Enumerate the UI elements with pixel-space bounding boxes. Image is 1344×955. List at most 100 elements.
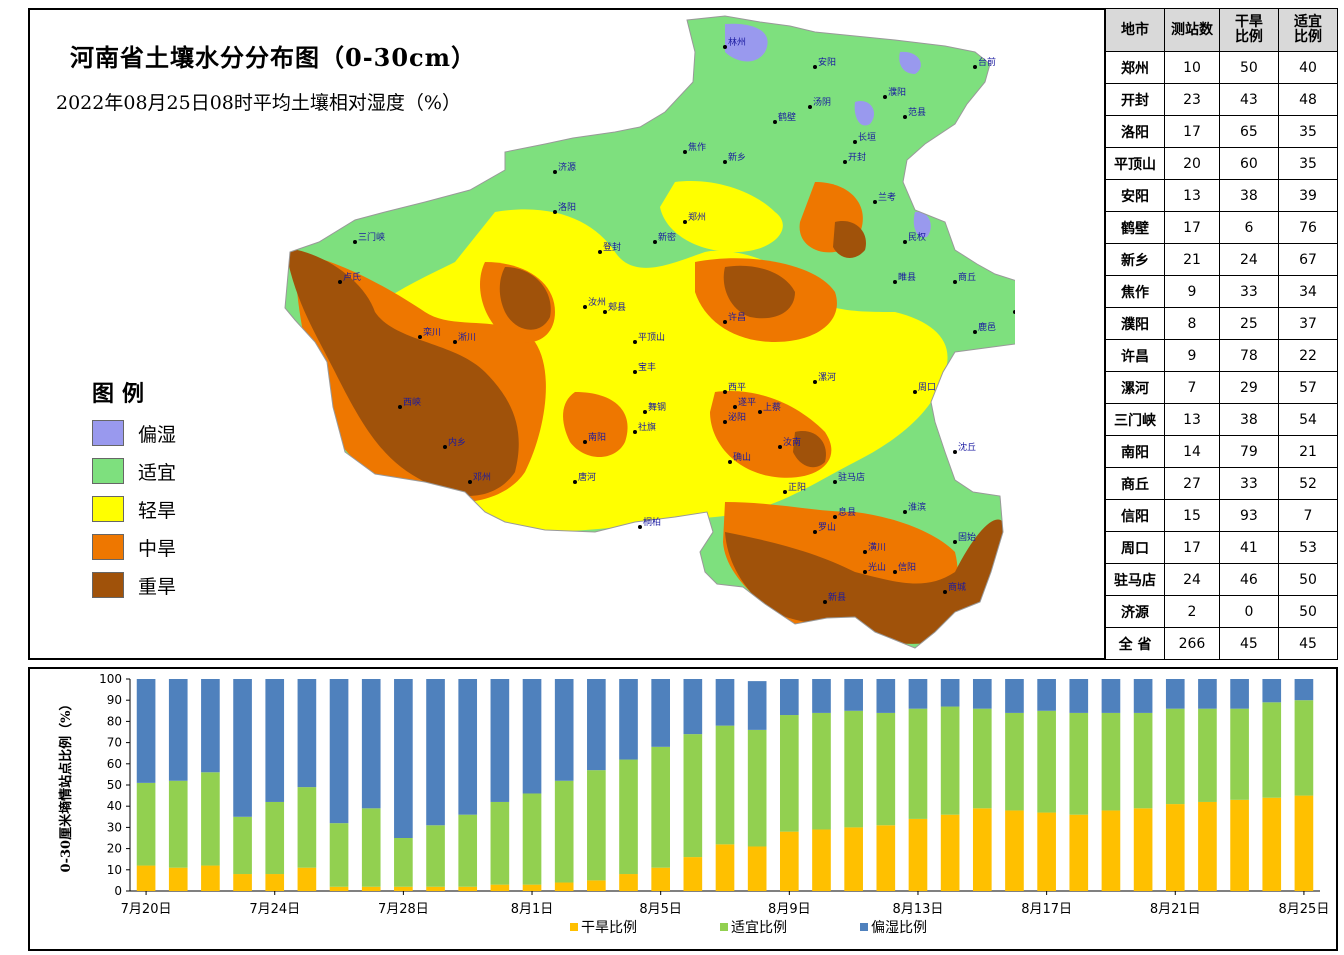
bar-segment-wet	[908, 679, 928, 709]
station-label: 郑州	[688, 211, 706, 223]
zone-severe-drought-2	[725, 519, 1003, 644]
legend-label-light-drought: 轻旱	[138, 499, 177, 522]
bar-segment-suitable	[297, 787, 317, 868]
station-label: 上蔡	[763, 401, 781, 413]
bar-segment-wet	[1165, 679, 1185, 709]
cell-suitable-ratio: 34	[1277, 275, 1339, 308]
station-label: 漯河	[818, 371, 836, 383]
cell-station-count: 24	[1164, 563, 1220, 596]
station-dot	[813, 65, 817, 69]
station-dot	[653, 240, 657, 244]
legend-title: 图例	[92, 382, 153, 407]
bar-segment-suitable	[426, 825, 445, 887]
cell-drought-ratio: 29	[1218, 371, 1279, 404]
bar-segment-drought	[168, 867, 188, 891]
station-label: 息县	[838, 506, 856, 518]
cell-drought-ratio: 24	[1218, 243, 1279, 276]
cell-suitable-ratio: 45	[1277, 627, 1339, 660]
table-row: 漯河 7 29 57	[1104, 371, 1339, 404]
cell-suitable-ratio: 76	[1277, 211, 1339, 244]
station-dot	[638, 525, 642, 529]
station-label: 邓州	[473, 472, 491, 483]
station-dot	[643, 410, 647, 414]
bar-segment-drought	[683, 857, 703, 891]
cell-suitable-ratio: 35	[1277, 147, 1339, 180]
map-subtitle: 2022年08月25日08时平均土壤相对湿度（%）	[56, 92, 461, 114]
cell-drought-ratio: 38	[1218, 403, 1279, 436]
table-header-row: 地市 测站数 干旱比例 适宜比例	[1104, 8, 1339, 52]
station-label: 兰考	[878, 191, 896, 203]
cell-suitable-ratio: 54	[1277, 403, 1339, 436]
cell-station-count: 20	[1164, 147, 1220, 180]
station-label: 新乡	[728, 151, 746, 163]
station-label: 新县	[828, 591, 846, 603]
legend-swatch-suitable	[92, 458, 124, 484]
bar-segment-drought	[201, 865, 220, 891]
bar-segment-drought	[394, 886, 413, 891]
bar-segment-wet	[683, 679, 703, 735]
cell-station-count: 17	[1164, 115, 1220, 148]
cell-drought-ratio: 6	[1218, 211, 1279, 244]
table-row: 全 省 266 45 45	[1104, 627, 1339, 660]
bar-segment-suitable	[168, 780, 188, 868]
bar-segment-wet	[265, 679, 285, 802]
station-dot	[573, 480, 577, 484]
station-dot	[728, 460, 732, 464]
station-label: 西平	[728, 382, 746, 393]
cell-city: 许昌	[1104, 339, 1166, 372]
station-label: 淮滨	[908, 501, 926, 513]
bar-segment-drought	[972, 808, 992, 891]
station-dot	[683, 150, 687, 154]
station-label: 遂平	[738, 396, 756, 408]
table-row: 驻马店 24 46 50	[1104, 563, 1339, 596]
cell-city: 新乡	[1104, 243, 1166, 276]
cell-city: 郑州	[1104, 51, 1166, 84]
bar-segment-wet	[297, 679, 317, 788]
station-dot	[863, 550, 867, 554]
header-suitable-ratio-text: 适宜比例	[1293, 14, 1322, 45]
station-dot	[833, 515, 837, 519]
cell-drought-ratio: 38	[1218, 179, 1279, 212]
station-label: 范县	[908, 106, 926, 118]
cell-drought-ratio: 33	[1218, 275, 1279, 308]
legend-label-wet: 偏湿比例	[871, 920, 927, 936]
bar-segment-wet	[522, 679, 542, 794]
station-dot	[1013, 310, 1015, 314]
station-label: 林州	[728, 36, 746, 48]
legend-label-suitable: 适宜	[138, 461, 177, 484]
station-label: 栾川	[423, 326, 441, 338]
cell-drought-ratio: 60	[1218, 147, 1279, 180]
zone-severe-drought-6	[793, 431, 826, 468]
cell-suitable-ratio: 35	[1277, 115, 1339, 148]
station-label: 洛阳	[558, 201, 576, 213]
bar-segment-wet	[168, 679, 188, 781]
station-label: 鹤壁	[778, 111, 796, 123]
table-row: 鹤壁 17 6 76	[1104, 211, 1339, 244]
cell-suitable-ratio: 39	[1277, 179, 1339, 212]
y-tick-label: 80	[107, 714, 122, 728]
station-label: 许昌	[728, 311, 746, 323]
bar-segment-wet	[329, 679, 349, 824]
bar-segment-drought	[747, 846, 767, 891]
cell-station-count: 13	[1164, 403, 1220, 436]
zone-severe-drought-3	[499, 267, 551, 330]
station-label: 光山	[868, 561, 886, 573]
table-row: 新乡 21 24 67	[1104, 243, 1339, 276]
station-label: 南阳	[588, 431, 606, 443]
station-label: 卢氏	[343, 271, 361, 283]
bar-segment-wet	[1133, 679, 1153, 713]
cell-city: 洛阳	[1104, 115, 1166, 148]
station-dot	[863, 570, 867, 574]
bar-segment-suitable	[876, 712, 896, 826]
bar-segment-wet	[426, 679, 445, 826]
station-dot	[633, 430, 637, 434]
station-dot	[598, 250, 602, 254]
zone-severe-drought-1	[285, 248, 519, 496]
station-label: 长垣	[858, 131, 876, 143]
cell-city: 驻马店	[1104, 563, 1166, 596]
legend-item-light-drought: 轻旱	[92, 494, 176, 524]
station-dot	[893, 280, 897, 284]
bar-segment-wet	[201, 679, 220, 773]
bar-segment-drought	[1230, 799, 1249, 891]
